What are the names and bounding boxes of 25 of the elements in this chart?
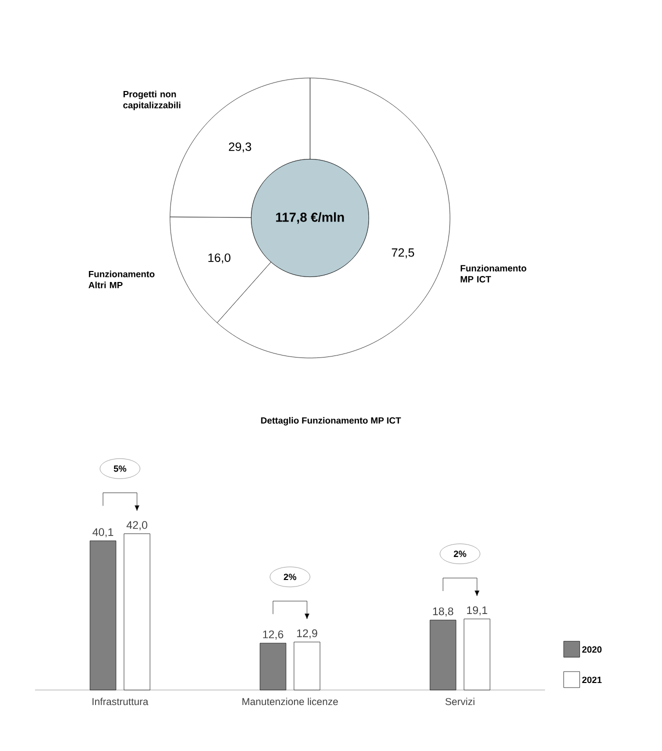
x-tick-label: Servizi xyxy=(445,698,474,706)
text: 117,8 €/mln xyxy=(276,212,344,224)
data-label: 18,8 xyxy=(433,607,454,617)
data-label: 12,9 xyxy=(297,629,318,638)
text: 5% xyxy=(114,465,126,472)
data-label: 12,6 xyxy=(263,630,284,640)
x-tick-label: Infrastruttura xyxy=(92,698,148,706)
x-tick-label: Manutenzione licenze xyxy=(242,698,338,706)
annotation: 2% xyxy=(454,550,466,558)
data-label: 16,0 xyxy=(208,253,230,264)
data-label: 40,1 xyxy=(92,528,114,538)
data-label: 72,5 xyxy=(392,248,414,258)
annotation: 2% xyxy=(284,574,296,580)
slice-label: Progetti non capitalizzabili xyxy=(123,90,180,110)
data-label: 42,0 xyxy=(126,521,148,530)
bar xyxy=(294,642,320,690)
data-label: 19,1 xyxy=(467,606,488,616)
bar xyxy=(464,618,490,690)
legend-label: 2020 xyxy=(582,646,602,653)
chart-title: Dettaglio Funzionamento MP ICT xyxy=(261,417,401,426)
bar xyxy=(124,534,150,690)
legend-label: 2021 xyxy=(582,676,602,684)
slice-label: Funzionamento Altri MP xyxy=(88,270,154,288)
slice-label: Funzionamento MP ICT xyxy=(460,264,526,282)
data-label: 29,3 xyxy=(228,142,252,152)
